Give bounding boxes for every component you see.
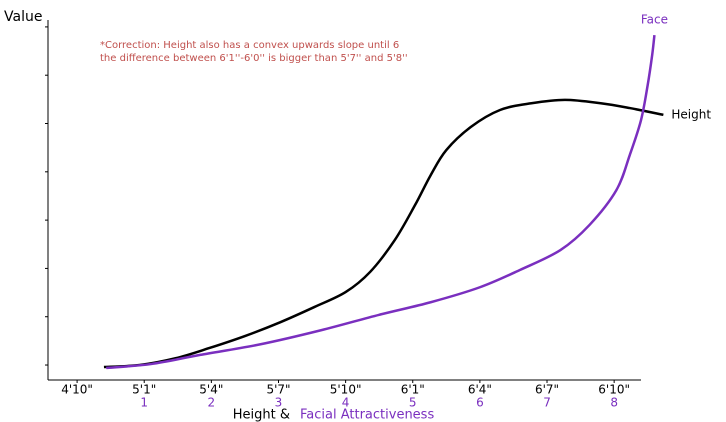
series-label: Height (671, 107, 711, 121)
y-axis-label: Value (4, 9, 42, 25)
x2-tick-label: 1 (140, 396, 148, 410)
x2-tick-label: 3 (275, 396, 283, 410)
x-tick-label: 6'10" (598, 383, 630, 397)
x-tick-label: 5'1" (132, 383, 156, 397)
annotation: the difference between 6'1''-6'0'' is bi… (100, 53, 408, 64)
x2-tick-label: 4 (342, 396, 350, 410)
x2-tick-label: 5 (409, 396, 417, 410)
x-tick-label: 6'4" (468, 383, 492, 397)
x-tick-label: 4'10" (61, 383, 93, 397)
x2-tick-label: 8 (610, 396, 618, 410)
x2-tick-label: 7 (543, 396, 551, 410)
x-tick-label: 5'7" (266, 383, 290, 397)
x-tick-label: 6'1" (401, 383, 425, 397)
series-label: Face (641, 13, 668, 27)
x2-tick-label: 6 (476, 396, 484, 410)
annotation: *Correction: Height also has a convex up… (100, 40, 399, 51)
x-axis-label: Facial Attractiveness (300, 408, 434, 422)
x2-tick-label: 2 (208, 396, 216, 410)
x-tick-label: 5'10" (330, 383, 362, 397)
x-tick-label: 5'4" (199, 383, 223, 397)
x-axis-label: Height & (233, 408, 290, 422)
line (103, 98, 664, 369)
x-tick-label: 6'7" (535, 383, 559, 397)
line (106, 34, 656, 370)
